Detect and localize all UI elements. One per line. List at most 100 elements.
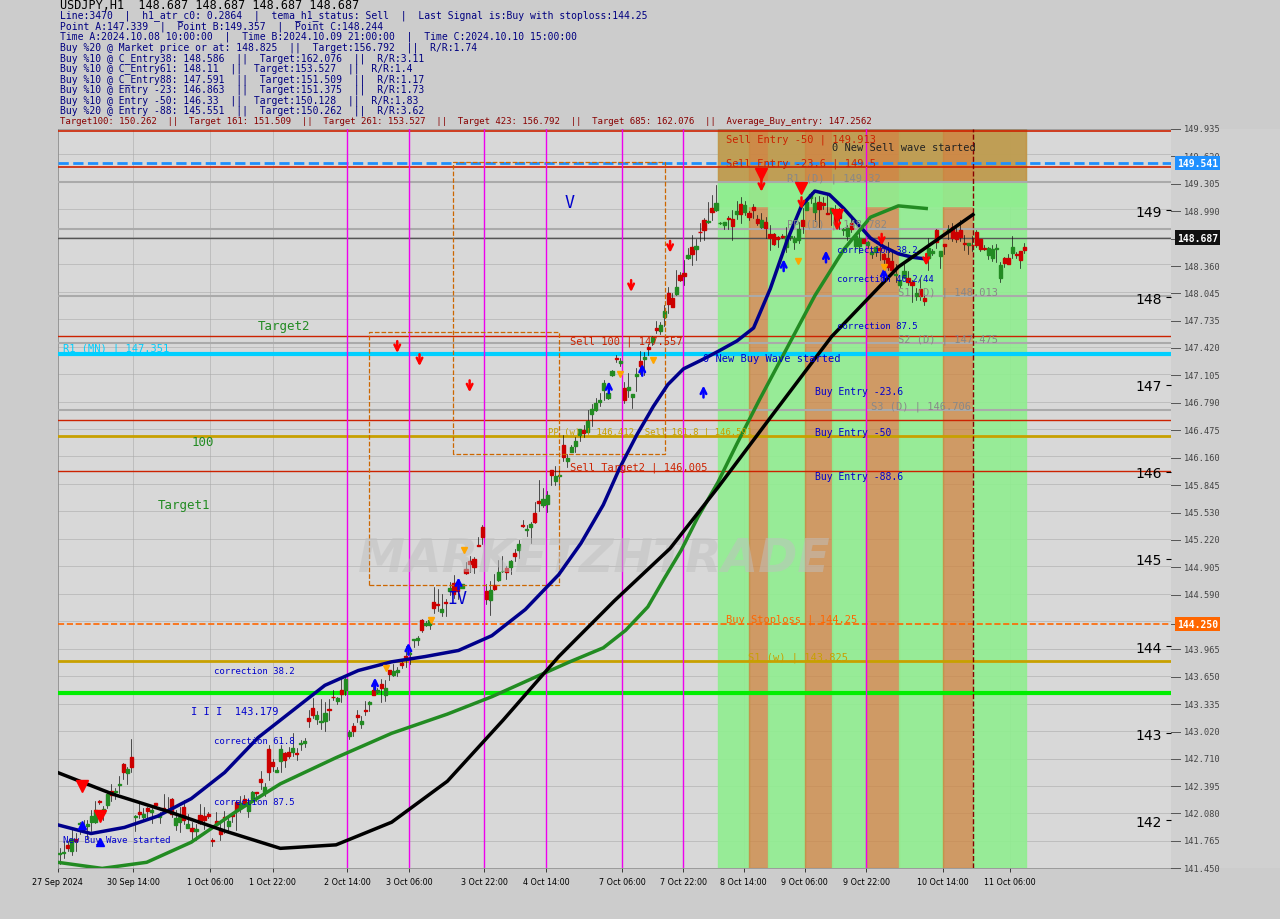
Bar: [777, 237, 780, 240]
Bar: [376, 691, 379, 693]
Text: V: V: [564, 193, 575, 211]
Bar: [118, 784, 120, 785]
Bar: [594, 403, 598, 411]
Bar: [211, 840, 214, 842]
Bar: [311, 709, 315, 715]
Bar: [70, 839, 73, 851]
Bar: [114, 790, 116, 792]
Bar: [1011, 247, 1014, 254]
Bar: [416, 639, 419, 640]
Bar: [279, 750, 282, 761]
Text: 148.990: 148.990: [1184, 208, 1221, 216]
Bar: [631, 395, 634, 397]
Bar: [182, 807, 186, 821]
Bar: [554, 477, 557, 482]
Bar: [731, 220, 733, 226]
Text: PP (D) | 148.782: PP (D) | 148.782: [787, 220, 887, 230]
Bar: [822, 204, 824, 205]
Bar: [215, 821, 218, 823]
Text: S1 (D) | 148.013: S1 (D) | 148.013: [899, 287, 998, 297]
Bar: [157, 815, 161, 818]
Text: correction 46.2/44: correction 46.2/44: [837, 275, 934, 283]
Bar: [472, 560, 476, 568]
Text: 142.710: 142.710: [1184, 754, 1221, 763]
Bar: [420, 620, 424, 630]
Text: Buy %20 @ Market price or at: 148.825  ||  Target:156.792  ||  R/R:1.74: Buy %20 @ Market price or at: 148.825 ||…: [60, 42, 477, 52]
Bar: [650, 337, 654, 343]
Bar: [842, 230, 845, 231]
Bar: [154, 803, 157, 805]
Text: 145.845: 145.845: [1184, 482, 1221, 490]
Bar: [380, 685, 383, 688]
Text: Buy %10 @ C_Entry61: 148.11  ||  Target:153.527  ||  R/R:1.4: Buy %10 @ C_Entry61: 148.11 || Target:15…: [60, 63, 412, 74]
Bar: [891, 262, 893, 271]
Text: Buy %10 @ C_Entry38: 148.586  ||  Target:162.076  ||  R/R:3.11: Buy %10 @ C_Entry38: 148.586 || Target:1…: [60, 52, 424, 63]
Bar: [923, 299, 925, 301]
Text: correction 38.2: correction 38.2: [837, 245, 918, 255]
Bar: [919, 289, 922, 297]
Text: 149.541: 149.541: [1176, 159, 1217, 169]
Text: Buy %20 @ Entry -88: 145.551  ||  Target:150.262  ||  R/R:3.62: Buy %20 @ Entry -88: 145.551 || Target:1…: [60, 106, 424, 116]
Bar: [570, 448, 573, 452]
Bar: [163, 808, 165, 811]
Bar: [125, 769, 129, 774]
Bar: [611, 371, 613, 375]
Text: 149.935: 149.935: [1184, 125, 1221, 134]
Bar: [768, 235, 772, 239]
Text: R1 (MN) | 147.351: R1 (MN) | 147.351: [63, 344, 169, 354]
Bar: [86, 824, 90, 826]
Bar: [675, 289, 677, 295]
Bar: [1007, 259, 1010, 265]
Bar: [998, 266, 1002, 278]
Bar: [538, 502, 540, 504]
Bar: [74, 839, 77, 841]
Bar: [813, 204, 817, 212]
Bar: [541, 500, 544, 505]
Bar: [658, 325, 662, 332]
Bar: [878, 249, 881, 250]
Text: 142.395: 142.395: [1184, 782, 1221, 790]
Bar: [303, 741, 306, 743]
Text: 148.045: 148.045: [1184, 289, 1221, 299]
Text: MARKETZHTRADE: MARKETZHTRADE: [358, 537, 829, 582]
Bar: [667, 293, 669, 305]
Bar: [287, 753, 291, 756]
Text: 142.080: 142.080: [1184, 809, 1221, 818]
Bar: [749, 130, 768, 868]
Bar: [882, 255, 886, 260]
Bar: [914, 293, 918, 297]
Text: Time A:2024.10.08 10:00:00  |  Time B:2024.10.09 21:00:00  |  Time C:2024.10.10 : Time A:2024.10.08 10:00:00 | Time B:2024…: [60, 32, 577, 42]
Bar: [504, 569, 508, 573]
Bar: [671, 299, 673, 308]
Bar: [714, 204, 718, 210]
Text: 149.620: 149.620: [1184, 153, 1221, 162]
Text: 143.020: 143.020: [1184, 727, 1221, 736]
Bar: [809, 195, 813, 199]
Bar: [966, 244, 970, 246]
Text: 144.250: 144.250: [1184, 620, 1221, 630]
Bar: [895, 275, 897, 276]
Bar: [195, 830, 197, 832]
Bar: [1023, 248, 1027, 251]
Bar: [255, 792, 259, 793]
Bar: [586, 422, 589, 433]
Bar: [735, 212, 739, 214]
Bar: [352, 726, 355, 731]
Bar: [343, 679, 347, 691]
Bar: [219, 829, 221, 834]
Text: USDJPY,H1  148.687 148.687 148.687 148.687: USDJPY,H1 148.687 148.687 148.687 148.68…: [60, 0, 360, 12]
Bar: [832, 130, 867, 868]
Bar: [440, 609, 443, 613]
Text: correction 87.5: correction 87.5: [837, 322, 918, 331]
Bar: [805, 203, 809, 211]
Bar: [436, 605, 439, 606]
Bar: [227, 822, 230, 826]
Bar: [497, 573, 500, 581]
Bar: [339, 690, 343, 694]
Bar: [356, 716, 358, 718]
Bar: [748, 213, 750, 218]
Text: Buy Stoploss | 144.25: Buy Stoploss | 144.25: [726, 614, 858, 625]
Bar: [829, 209, 833, 213]
Bar: [102, 809, 105, 813]
Text: S1 (w) | 143.825: S1 (w) | 143.825: [748, 652, 849, 662]
